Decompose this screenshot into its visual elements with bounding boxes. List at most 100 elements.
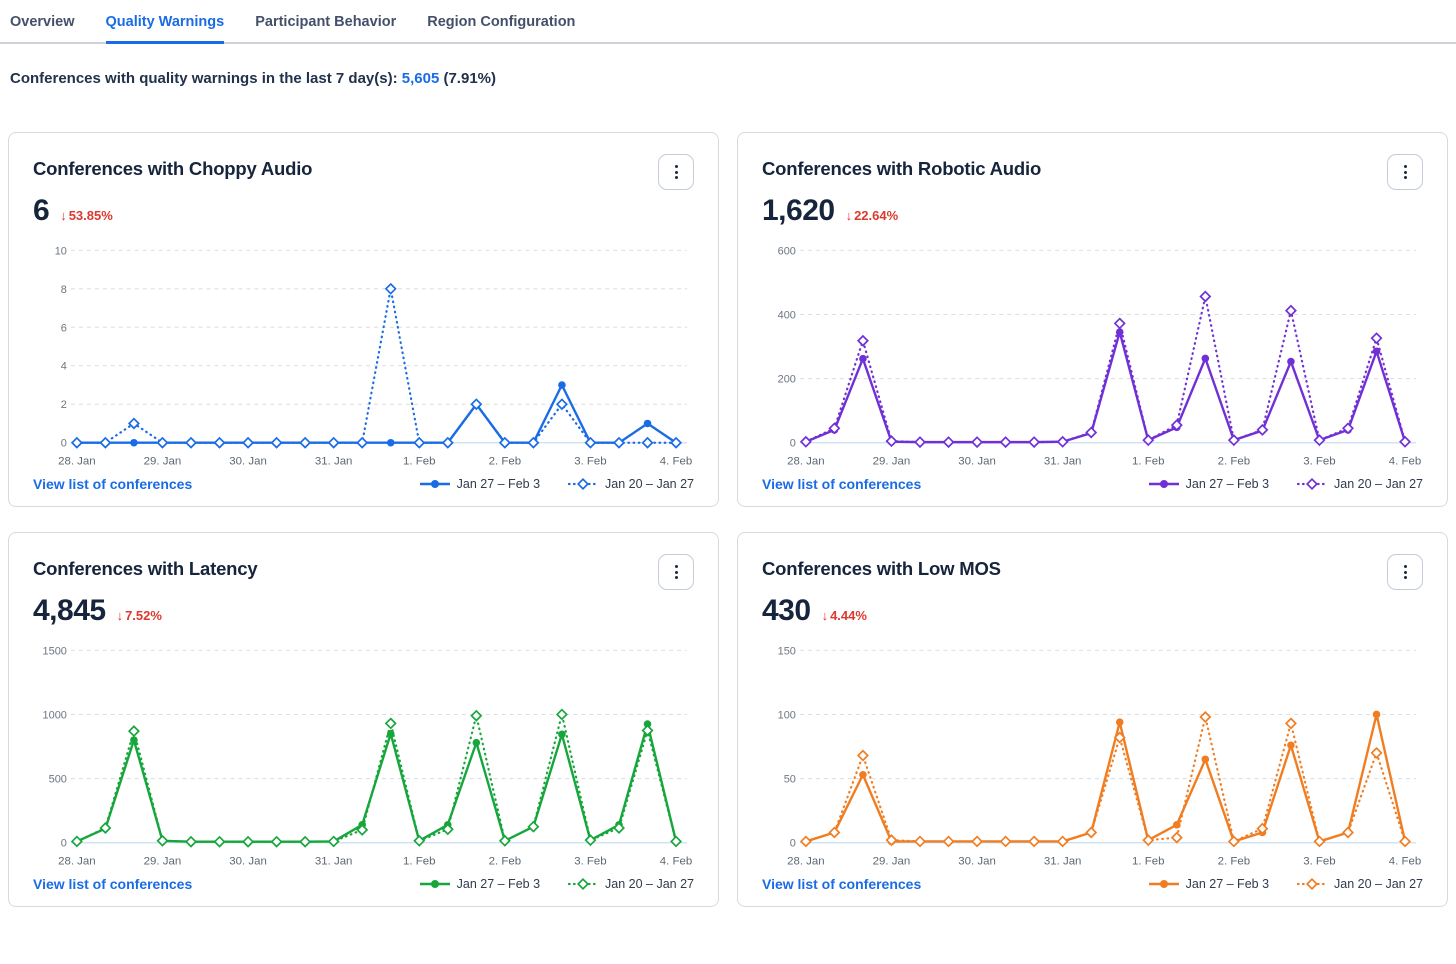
- tab-quality-warnings[interactable]: Quality Warnings: [105, 2, 225, 44]
- svg-text:500: 500: [49, 774, 67, 786]
- metric-delta: ↓ 7.52%: [116, 608, 162, 623]
- svg-text:1. Feb: 1. Feb: [403, 856, 435, 868]
- view-conferences-link[interactable]: View list of conferences: [762, 876, 922, 892]
- legend-item-previous[interactable]: Jan 20 – Jan 27: [568, 477, 694, 491]
- svg-text:1. Feb: 1. Feb: [403, 456, 435, 468]
- line-chart-robotic-audio: 0 200 400 600 28. Jan 29. Jan 30. Jan 31. Jan 1.…: [778, 245, 1422, 468]
- card-title: Conferences with Latency: [33, 558, 258, 579]
- card-title: Conferences with Robotic Audio: [762, 158, 1042, 179]
- svg-text:30. Jan: 30. Jan: [229, 456, 267, 468]
- svg-text:400: 400: [778, 309, 796, 321]
- card-menu-button[interactable]: [658, 554, 694, 590]
- down-arrow-icon: ↓: [845, 208, 853, 223]
- chart-legend: Jan 27 – Feb 3 Jan 20 – Jan 27: [1148, 477, 1423, 491]
- svg-text:1. Feb: 1. Feb: [1132, 856, 1164, 868]
- legend-item-previous[interactable]: Jan 20 – Jan 27: [568, 877, 694, 891]
- tab-overview[interactable]: Overview: [10, 14, 75, 30]
- card-title: Conferences with Low MOS: [762, 558, 1001, 579]
- svg-text:1500: 1500: [43, 645, 67, 657]
- card-menu-button[interactable]: [658, 154, 694, 190]
- svg-text:4. Feb: 4. Feb: [1389, 456, 1421, 468]
- svg-text:6: 6: [61, 322, 67, 334]
- line-chart-low-mos: 0 50 100 150 28. Jan 29. Jan 30. Jan 31. Jan 1. …: [778, 645, 1422, 868]
- svg-text:10: 10: [55, 245, 67, 257]
- card-title: Conferences with Choppy Audio: [33, 158, 313, 179]
- solid-line-circle-icon: [1148, 880, 1179, 888]
- legend-item-previous[interactable]: Jan 20 – Jan 27: [1297, 877, 1423, 891]
- svg-text:0: 0: [61, 438, 67, 450]
- metric-value: 6: [33, 194, 50, 227]
- metric-delta: ↓ 22.64%: [845, 208, 899, 223]
- metric-delta: ↓ 53.85%: [60, 208, 113, 223]
- svg-text:29. Jan: 29. Jan: [873, 456, 911, 468]
- view-conferences-link[interactable]: View list of conferences: [33, 476, 193, 492]
- svg-text:30. Jan: 30. Jan: [958, 856, 996, 868]
- svg-text:4. Feb: 4. Feb: [660, 456, 692, 468]
- svg-text:29. Jan: 29. Jan: [873, 856, 911, 868]
- legend-item-previous[interactable]: Jan 20 – Jan 27: [1297, 477, 1423, 491]
- card-latency: Conferences with Latency 4,845 ↓ 7.52% 0 5…: [8, 532, 719, 907]
- svg-text:200: 200: [778, 374, 796, 386]
- svg-text:31. Jan: 31. Jan: [315, 456, 353, 468]
- dotted-line-diamond-icon: [568, 478, 599, 490]
- legend-item-current[interactable]: Jan 27 – Feb 3: [419, 477, 540, 491]
- legend-item-current[interactable]: Jan 27 – Feb 3: [1148, 477, 1269, 491]
- svg-text:30. Jan: 30. Jan: [958, 456, 996, 468]
- view-conferences-link[interactable]: View list of conferences: [762, 476, 922, 492]
- chart-legend: Jan 27 – Feb 3 Jan 20 – Jan 27: [1148, 877, 1423, 891]
- metric-value: 430: [762, 594, 811, 627]
- dotted-line-diamond-icon: [568, 878, 599, 890]
- svg-text:30. Jan: 30. Jan: [229, 856, 267, 868]
- card-robotic-audio: Conferences with Robotic Audio 1,620 ↓ 22…: [737, 132, 1448, 507]
- svg-text:4. Feb: 4. Feb: [1389, 856, 1421, 868]
- down-arrow-icon: ↓: [116, 608, 124, 623]
- metric-delta: ↓ 4.44%: [821, 608, 867, 623]
- svg-text:2. Feb: 2. Feb: [489, 456, 521, 468]
- svg-text:28. Jan: 28. Jan: [58, 856, 96, 868]
- metric-value: 1,620: [762, 194, 835, 227]
- solid-line-circle-icon: [419, 880, 450, 888]
- summary-text: Conferences with quality warnings in the…: [10, 70, 398, 87]
- line-chart-latency: 0 500 1000 1500 28. Jan 29. Jan 30. Jan 31. Jan…: [43, 645, 693, 868]
- dotted-line-diamond-icon: [1297, 478, 1328, 490]
- svg-text:3. Feb: 3. Feb: [1303, 456, 1335, 468]
- svg-text:31. Jan: 31. Jan: [1044, 856, 1082, 868]
- view-conferences-link[interactable]: View list of conferences: [33, 876, 193, 892]
- legend-item-current[interactable]: Jan 27 – Feb 3: [1148, 877, 1269, 891]
- chart-legend: Jan 27 – Feb 3 Jan 20 – Jan 27: [419, 477, 694, 491]
- svg-text:3. Feb: 3. Feb: [1303, 856, 1335, 868]
- svg-text:0: 0: [790, 438, 796, 450]
- svg-text:600: 600: [778, 245, 796, 257]
- tab-participant-behavior[interactable]: Participant Behavior: [255, 14, 397, 30]
- card-choppy-audio: Conferences with Choppy Audio 6 ↓ 53.85% …: [8, 132, 719, 507]
- svg-text:0: 0: [61, 838, 67, 850]
- svg-text:29. Jan: 29. Jan: [144, 856, 182, 868]
- svg-text:2. Feb: 2. Feb: [489, 856, 521, 868]
- solid-line-circle-icon: [1148, 480, 1179, 488]
- svg-text:29. Jan: 29. Jan: [144, 456, 182, 468]
- svg-text:150: 150: [778, 645, 796, 657]
- svg-text:50: 50: [784, 774, 796, 786]
- svg-text:100: 100: [778, 709, 796, 721]
- card-menu-button[interactable]: [1387, 554, 1423, 590]
- tab-region-configuration[interactable]: Region Configuration: [427, 14, 576, 30]
- svg-text:3. Feb: 3. Feb: [574, 856, 606, 868]
- down-arrow-icon: ↓: [60, 208, 67, 223]
- svg-text:2. Feb: 2. Feb: [1218, 456, 1250, 468]
- svg-text:3. Feb: 3. Feb: [574, 456, 606, 468]
- line-chart-choppy-audio: 0 2 4 6 8 10 28. Jan 29. Jan 30. Jan 31. Jan 1. Fe…: [55, 245, 693, 468]
- svg-text:4. Feb: 4. Feb: [660, 856, 692, 868]
- svg-text:1. Feb: 1. Feb: [1132, 456, 1164, 468]
- dotted-line-diamond-icon: [1297, 878, 1328, 890]
- tab-bar: Overview Quality Warnings Participant Be…: [0, 0, 1456, 44]
- summary-percent: (7.91%): [443, 70, 496, 87]
- svg-text:4: 4: [61, 361, 67, 373]
- legend-item-current[interactable]: Jan 27 – Feb 3: [419, 877, 540, 891]
- solid-line-circle-icon: [419, 480, 450, 488]
- card-menu-button[interactable]: [1387, 154, 1423, 190]
- summary-count-link[interactable]: 5,605: [401, 70, 440, 87]
- svg-text:31. Jan: 31. Jan: [1044, 456, 1082, 468]
- svg-text:28. Jan: 28. Jan: [787, 456, 825, 468]
- down-arrow-icon: ↓: [821, 608, 829, 623]
- chart-legend: Jan 27 – Feb 3 Jan 20 – Jan 27: [419, 877, 694, 891]
